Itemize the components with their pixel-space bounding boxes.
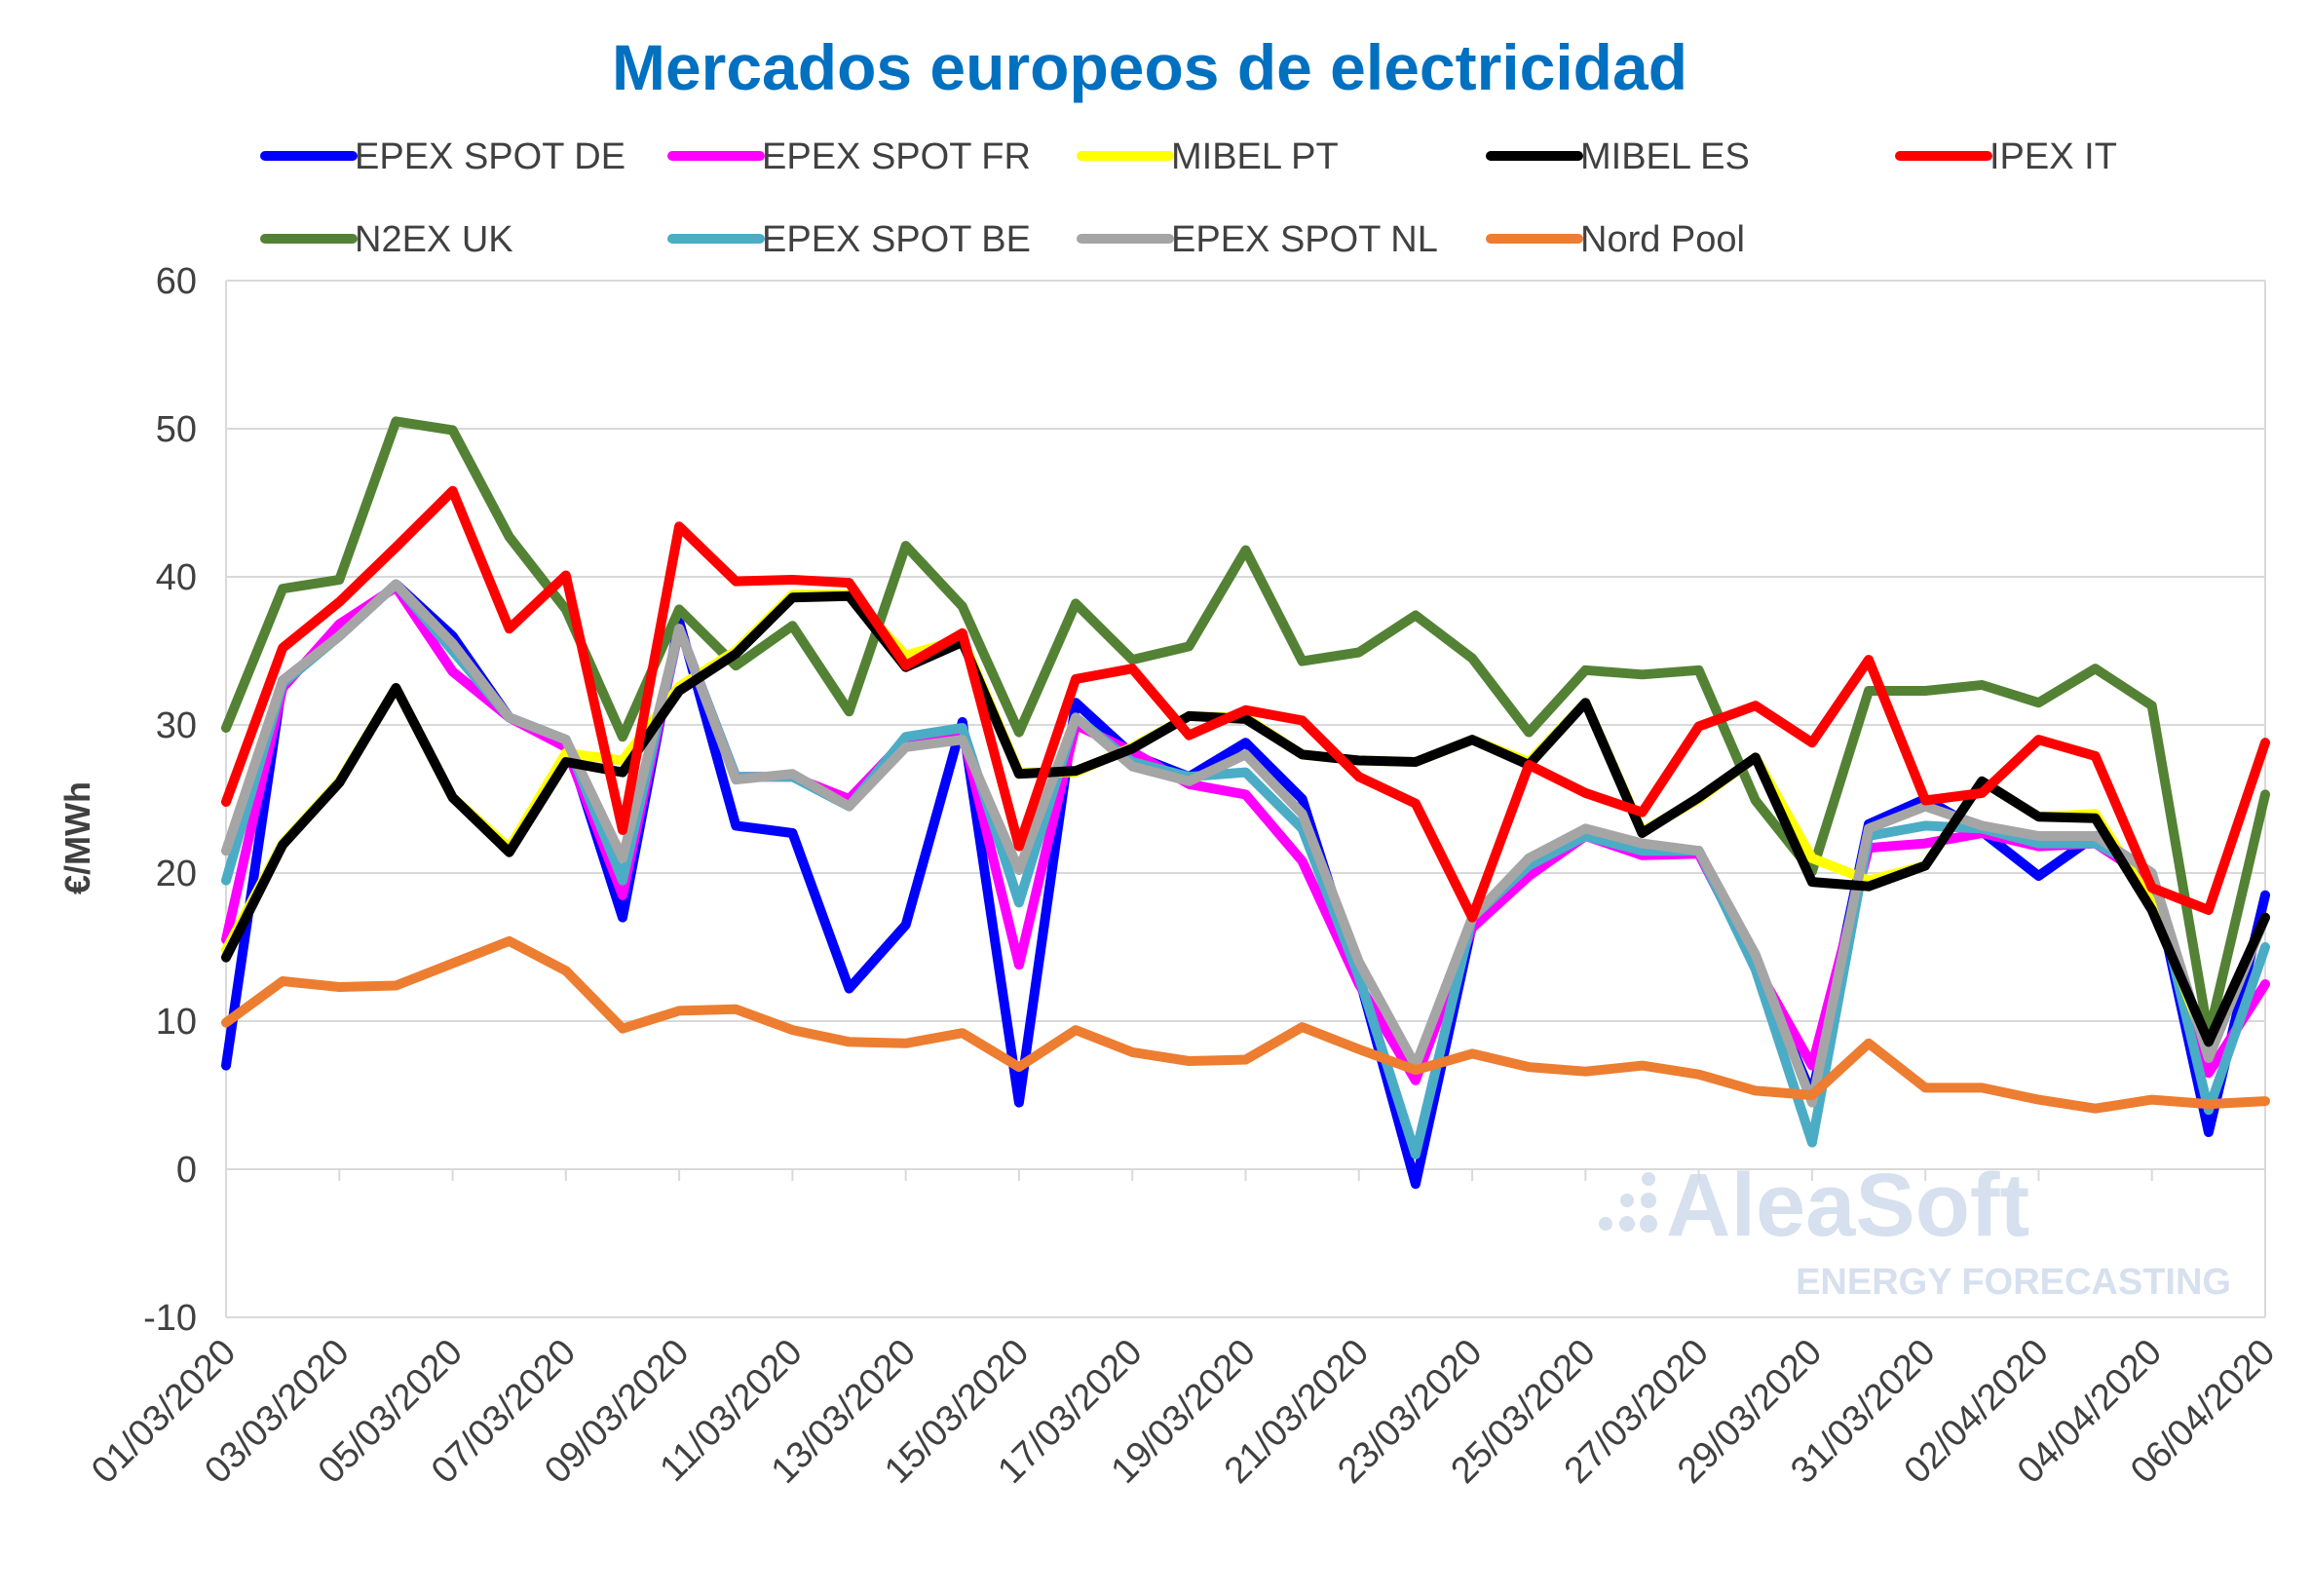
y-tick-label: 60 <box>156 261 197 302</box>
y-tick-label: 50 <box>156 409 197 450</box>
y-tick-label: -10 <box>143 1298 197 1339</box>
series-line-n2ex-uk <box>221 416 2270 1042</box>
y-tick-label: 10 <box>156 1002 197 1043</box>
watermark-dot <box>1640 1215 1657 1233</box>
y-axis-label: €/MWh <box>57 781 97 894</box>
watermark-subtitle: ENERGY FORECASTING <box>1796 1262 2231 1303</box>
legend: EPEX SPOT DE EPEX SPOT FR MIBEL PT MIBEL ES… <box>260 136 2117 260</box>
legend-label-epex-spot-fr: EPEX SPOT FR <box>762 136 1031 177</box>
legend-label-epex-spot-de: EPEX SPOT DE <box>355 136 625 177</box>
legend-label-ipex-it: IPEX IT <box>1989 136 2117 177</box>
watermark-title: AleaSoft <box>1666 1156 2029 1255</box>
y-tick-label: 0 <box>176 1150 197 1191</box>
y-tick-label: 30 <box>156 705 197 746</box>
legend-label-mibel-es: MIBEL ES <box>1580 136 1750 177</box>
watermark-dot <box>1599 1217 1612 1231</box>
watermark-dot <box>1620 1194 1634 1207</box>
watermark: AleaSoft ENERGY FORECASTING <box>1599 1156 2231 1303</box>
legend-label-nord-pool: Nord Pool <box>1580 219 1745 260</box>
series-line-nord-pool <box>221 935 2270 1114</box>
watermark-dot <box>1641 1193 1656 1208</box>
series-lines <box>221 416 2270 1190</box>
chart-title: Mercados europeos de electricidad <box>612 31 1687 103</box>
legend-label-epex-spot-be: EPEX SPOT BE <box>762 219 1031 260</box>
watermark-dot <box>1619 1216 1635 1232</box>
y-tick-label: 20 <box>156 854 197 894</box>
watermark-dot <box>1642 1172 1655 1186</box>
series-line-mibel-es <box>221 590 2270 1047</box>
y-tick-label: 40 <box>156 557 197 598</box>
series-line-epex-spot-nl <box>221 579 2270 1108</box>
legend-label-mibel-pt: MIBEL PT <box>1171 136 1339 177</box>
series-line-ipex-it <box>221 485 2270 923</box>
legend-label-epex-spot-nl: EPEX SPOT NL <box>1171 219 1438 260</box>
legend-label-n2ex-uk: N2EX UK <box>355 219 513 260</box>
